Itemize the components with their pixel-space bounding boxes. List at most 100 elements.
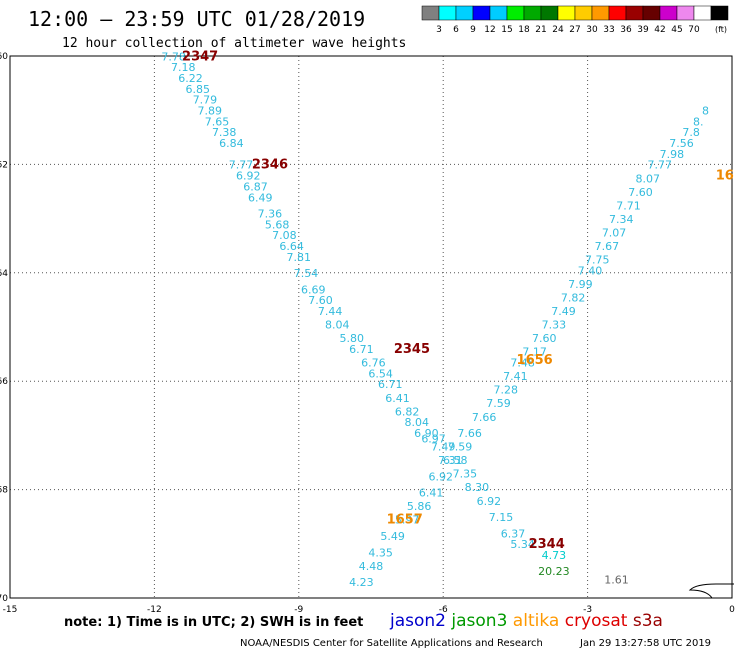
legend-swatch (489, 5, 508, 21)
wave-height-value: 7.49 (431, 441, 456, 454)
legend-swatch (557, 5, 576, 21)
wave-height-value: 5.68 (265, 218, 290, 231)
legend-tick-label: 24 (552, 25, 564, 35)
legend-tick-label: 15 (501, 25, 512, 35)
wave-height-value: 7.15 (489, 511, 514, 524)
legend-swatch (693, 5, 712, 21)
wave-height-value: 7.77 (648, 159, 673, 172)
satellite-name: cryosat (559, 611, 627, 631)
pass-number-label: 2346 (252, 158, 288, 173)
wave-height-value: 7.56 (669, 137, 694, 150)
legend-tick-label: 27 (569, 25, 580, 35)
wave-height-value: 7.44 (318, 305, 343, 318)
wave-height-value: 6.41 (385, 392, 410, 405)
wave-height-value: 6.92 (477, 495, 502, 508)
legend-swatch (506, 5, 525, 21)
wave-height-value: 7.59 (486, 397, 511, 410)
wave-height-value: 7.60 (308, 294, 333, 307)
coastline (688, 583, 734, 599)
satellite-name: jason2 (389, 611, 446, 631)
legend-tick-label: 18 (518, 25, 530, 35)
wave-height-value: 4.73 (542, 549, 567, 562)
legend-tick-label: 70 (688, 25, 700, 35)
wave-height-value: 7.54 (294, 267, 319, 280)
wave-height-value: 6.87 (243, 180, 268, 193)
wave-height-value: 6.76 (361, 357, 386, 370)
wave-height-value: 7.07 (602, 226, 627, 239)
wave-height-value: 7.31 (438, 454, 463, 467)
legend-swatch (710, 5, 729, 21)
legend-swatch (591, 5, 610, 21)
wave-height-value: 5.80 (339, 332, 364, 345)
wave-height-value: 20.23 (538, 565, 570, 578)
wave-height-value: 6.92 (236, 170, 261, 183)
wave-height-value: 6.97 (421, 432, 446, 445)
wave-height-value: 6.82 (395, 405, 420, 418)
wave-height-value: 6.22 (178, 72, 203, 85)
wave-height-value: 5.34 (510, 538, 535, 551)
grid: -15 -12 -9 -6 -3 0 -60 -62 -64 -66 -68 -70 (0, 52, 735, 615)
wave-height-value: 7.77 (229, 159, 254, 172)
data-points: 7.787.186.226.857.797.897.657.386.84 7.77… (161, 50, 709, 589)
pass-number-label: 2345 (394, 342, 430, 357)
wave-height-value: 7.67 (595, 240, 620, 253)
legend-tick-label: 39 (637, 25, 649, 35)
legend-swatch (625, 5, 644, 21)
x-tick-label: -12 (147, 605, 162, 615)
wave-height-value: 7.48 (510, 357, 535, 370)
pass-number-label: 1656 (517, 353, 553, 368)
wave-height-value: 7.79 (193, 94, 218, 107)
x-tick-label: -6 (439, 605, 448, 615)
wave-height-value: 7.78 (161, 50, 186, 63)
y-tick-label: -60 (0, 52, 8, 62)
legend-tick-label: 3 (436, 25, 442, 35)
x-tick-label: -3 (583, 605, 592, 615)
satellite-name: altika (507, 611, 559, 631)
wave-height-value: 5.86 (407, 500, 432, 513)
legend-swatch (455, 5, 474, 21)
wave-height-value: 6.90 (414, 427, 439, 440)
color-legend: 3 6 9 12 15 18 21 24 27 30 33 36 39 42 45 70 (ft) (421, 5, 729, 35)
wave-height-value: 8. (693, 115, 704, 128)
wave-height-value: 4.35 (368, 546, 393, 559)
wave-height-value: 7.36 (258, 208, 283, 221)
wave-height-value: 7.60 (532, 332, 557, 345)
legend-tick-label: 42 (654, 25, 665, 35)
wave-height-value: 6.85 (185, 83, 210, 96)
wave-height-value: 7.34 (609, 213, 634, 226)
wave-height-value: 8.04 (325, 319, 350, 332)
legend-swatch (421, 5, 440, 21)
wave-height-value: 5.49 (380, 530, 405, 543)
legend-tick-label: 9 (470, 25, 476, 35)
wave-height-value: 8.30 (465, 481, 490, 494)
wave-height-value: 7.41 (503, 370, 528, 383)
wave-height-value: 6.71 (349, 343, 374, 356)
legend-tick-label: 33 (603, 25, 614, 35)
wave-height-value: 7.33 (542, 319, 567, 332)
satellite-legend: jason2 jason3 altika cryosat s3a (389, 611, 663, 631)
y-tick-label: -62 (0, 160, 8, 170)
wave-height-value: 7.71 (616, 199, 641, 212)
wave-height-value: 6.49 (248, 191, 273, 204)
wave-height-value: 7.75 (585, 254, 610, 267)
pass-labels: 2347 2346 2345 2344 1657 1656 16 (182, 49, 734, 552)
legend-swatch (659, 5, 678, 21)
wave-height-value: 7.99 (568, 278, 593, 291)
wave-height-value: 7.66 (457, 427, 482, 440)
wave-height-value: 6.41 (419, 487, 444, 500)
wave-height-value: 7.18 (171, 61, 196, 74)
wave-height-value: 7.35 (453, 468, 478, 481)
wave-height-value: 6.58 (443, 454, 468, 467)
wave-height-value: 1.61 (604, 573, 629, 586)
wave-height-value: 8.04 (404, 416, 429, 429)
legend-swatch (642, 5, 661, 21)
pass-number-label: 2344 (529, 537, 565, 552)
wave-height-value: 7.8 (682, 126, 700, 139)
wave-height-value: 8 (702, 105, 709, 118)
satellite-name: jason3 (446, 611, 507, 631)
y-tick-label: -66 (0, 377, 8, 387)
plot-frame (9, 55, 733, 599)
wave-height-value: 5.97 (395, 514, 420, 527)
legend-tick-label: 45 (671, 25, 682, 35)
